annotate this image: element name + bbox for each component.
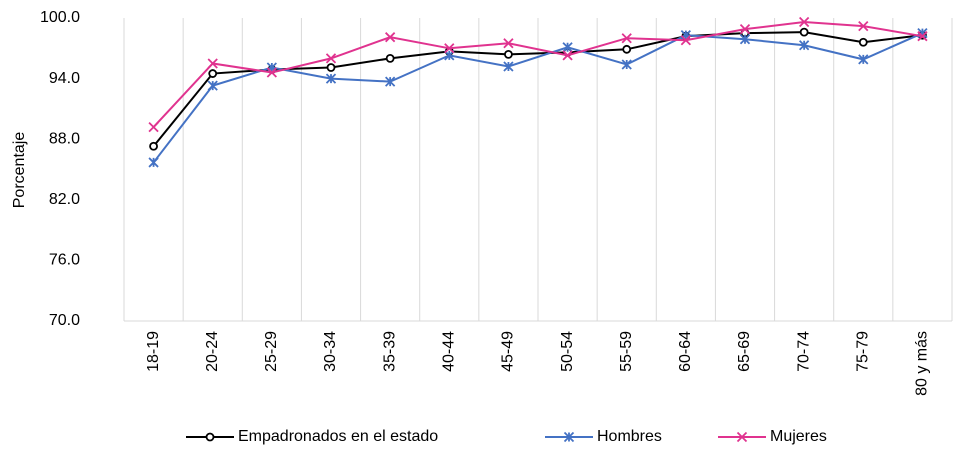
- marker: [207, 80, 218, 91]
- marker: [504, 49, 513, 59]
- x-tick-label: 18-19: [145, 331, 162, 372]
- marker: [385, 32, 396, 43]
- legend-marker: [205, 432, 215, 442]
- legend-marker: [736, 431, 748, 443]
- x-tick-label: 80 y más: [914, 331, 931, 396]
- marker: [739, 34, 751, 45]
- legend-label: Empadronados en el estado: [238, 428, 438, 445]
- y-tick-label: 94.0: [49, 70, 80, 87]
- marker: [680, 35, 691, 46]
- marker: [858, 20, 869, 32]
- marker: [444, 43, 455, 54]
- marker: [148, 157, 159, 168]
- marker: [208, 69, 218, 78]
- marker: [325, 73, 337, 84]
- marker: [799, 16, 810, 28]
- y-tick-label: 100.0: [40, 9, 80, 26]
- marker: [149, 141, 158, 151]
- marker: [799, 40, 810, 51]
- x-tick-label: 45-49: [500, 331, 517, 372]
- x-tick-label: 40-44: [441, 331, 458, 372]
- marker: [326, 63, 336, 72]
- x-tick-label: 60-64: [677, 331, 694, 372]
- y-tick-label: 76.0: [49, 252, 80, 269]
- marker: [148, 121, 159, 133]
- x-tick-label: 20-24: [204, 331, 221, 372]
- marker: [563, 431, 575, 443]
- line: [152, 21, 923, 128]
- marker: [621, 33, 632, 44]
- marker: [739, 23, 751, 35]
- marker: [503, 38, 514, 49]
- marker: [385, 76, 396, 87]
- marker: [325, 53, 337, 64]
- x-tick-label: 35-39: [381, 331, 398, 372]
- y-tick-label: 82.0: [49, 191, 80, 208]
- marker: [622, 44, 632, 54]
- marker: [621, 59, 632, 70]
- marker: [385, 54, 395, 63]
- marker: [917, 31, 928, 42]
- marker: [858, 54, 869, 65]
- marker: [562, 42, 573, 53]
- x-tick-label: 55-59: [618, 331, 635, 372]
- marker: [266, 67, 277, 78]
- legend-label: Hombres: [597, 428, 662, 445]
- marker: [736, 431, 748, 443]
- x-tick-label: 30-34: [322, 331, 339, 372]
- y-tick-label: 88.0: [49, 130, 80, 147]
- marker: [205, 432, 215, 442]
- legend-marker: [563, 431, 575, 443]
- marker: [503, 61, 514, 72]
- x-tick-label: 75-79: [855, 331, 872, 372]
- marker: [858, 37, 868, 47]
- x-tick-label: 70-74: [795, 331, 812, 372]
- y-tick-label: 70.0: [49, 312, 80, 329]
- x-tick-label: 50-54: [559, 331, 576, 372]
- legend-label: Mujeres: [770, 428, 827, 445]
- y-axis-title: Porcentaje: [11, 132, 28, 209]
- marker: [562, 50, 573, 61]
- x-tick-label: 25-29: [263, 331, 280, 372]
- marker: [207, 58, 218, 69]
- x-tick-label: 65-69: [736, 331, 753, 372]
- marker: [799, 27, 809, 37]
